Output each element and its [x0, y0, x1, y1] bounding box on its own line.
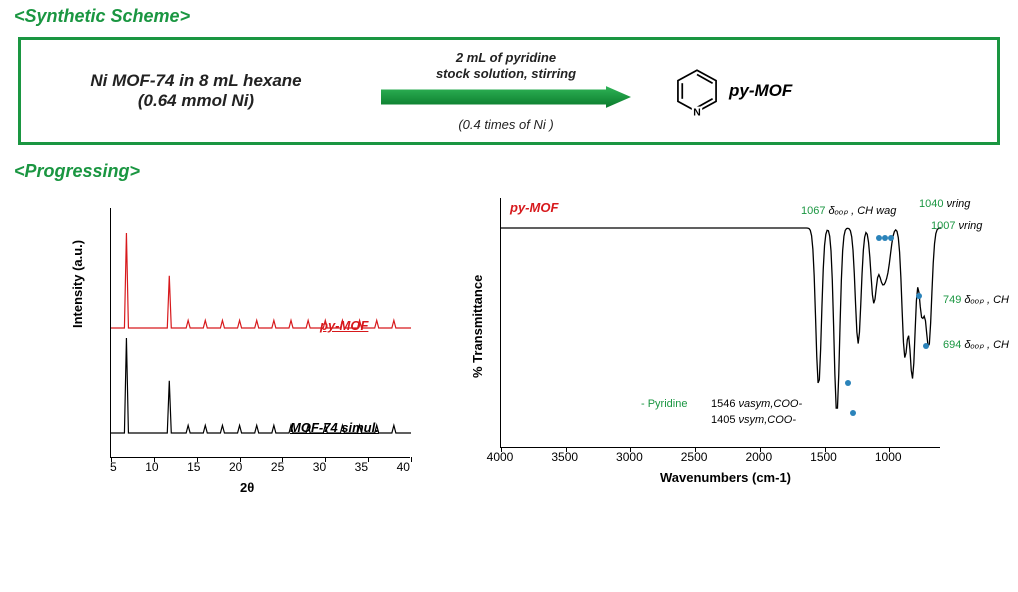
- xrd-trace-label-pymof: py-MOF: [320, 318, 368, 333]
- xrd-ylabel: Intensity (a.u.): [70, 240, 85, 328]
- scheme-reactant: Ni MOF-74 in 8 mL hexane (0.64 mmol Ni): [21, 71, 351, 111]
- xrd-xlabel: 2θ: [240, 480, 254, 495]
- xrd-xtick: 5: [110, 460, 117, 474]
- scheme-conditions: 2 mL of pyridinestock solution, stirring…: [351, 50, 661, 131]
- ftir-annotation: 749 δₒₒₚ , CH: [943, 293, 1009, 306]
- ftir-plot-area: - Pyridine 1067 δₒₒₚ , CH wag1040 νring1…: [500, 198, 940, 448]
- progressing-row: Intensity (a.u.) py-MOF MOF-74 simul. 5 1…: [0, 188, 1018, 508]
- xrd-xtick: 20: [229, 460, 242, 474]
- ftir-xtick: 2500: [681, 450, 708, 464]
- xrd-trace-label-simul: MOF-74 simul.: [290, 420, 379, 435]
- ftir-annotation: 1067 δₒₒₚ , CH wag: [801, 204, 896, 217]
- ftir-marker-dot: [923, 343, 929, 349]
- ftir-xtick: 3500: [551, 450, 578, 464]
- scheme-reactant-line1: Ni MOF-74 in 8 mL hexane: [41, 71, 351, 91]
- section-title-scheme: <Synthetic Scheme>: [0, 0, 1018, 33]
- ftir-marker-dot: [888, 235, 894, 241]
- xrd-xtick: 25: [271, 460, 284, 474]
- ftir-marker-dot: [916, 293, 922, 299]
- ftir-xtick: 3000: [616, 450, 643, 464]
- scheme-reactant-line2: (0.64 mmol Ni): [41, 91, 351, 111]
- ftir-annotation: 1007 νring: [931, 220, 982, 232]
- ftir-marker-dot: [845, 380, 851, 386]
- scheme-product-label: py-MOF: [729, 81, 792, 101]
- pyridine-structure-icon: N N: [671, 65, 723, 117]
- svg-text:N: N: [693, 107, 701, 117]
- xrd-xtick: 35: [355, 460, 368, 474]
- xrd-xtick: 10: [145, 460, 158, 474]
- ftir-annotation: 1405 νsym,COO-: [711, 414, 796, 426]
- scheme-box: Ni MOF-74 in 8 mL hexane (0.64 mmol Ni) …: [18, 37, 1000, 145]
- scheme-conditions-bottom: (0.4 times of Ni ): [351, 117, 661, 132]
- xrd-xtick: 40: [397, 460, 410, 474]
- ftir-xtick: 4000: [487, 450, 514, 464]
- ftir-annotation: 1546 νasym,COO-: [711, 398, 802, 410]
- ftir-xtick: 1000: [875, 450, 902, 464]
- ftir-annotation: 694 δₒₒₚ , CH: [943, 338, 1009, 351]
- xrd-panel: Intensity (a.u.) py-MOF MOF-74 simul. 5 1…: [10, 188, 430, 508]
- ftir-ylabel: % Transmittance: [470, 275, 485, 378]
- ftir-panel: py-MOF % Transmittance - Pyridine 1067 δ…: [430, 188, 1000, 508]
- scheme-product: N N py-MOF: [661, 65, 997, 117]
- reaction-arrow-icon: [381, 84, 631, 110]
- ftir-svg: [501, 198, 941, 448]
- scheme-conditions-top: 2 mL of pyridinestock solution, stirring: [351, 50, 661, 81]
- section-title-progressing: <Progressing>: [0, 155, 1018, 188]
- ftir-marker-dot: [850, 410, 856, 416]
- ftir-xtick: 2000: [745, 450, 772, 464]
- ftir-xtick: 1500: [810, 450, 837, 464]
- ftir-xlabel: Wavenumbers (cm-1): [660, 470, 791, 485]
- xrd-xticks: 5 10 15 20 25 30 35 40: [110, 460, 410, 474]
- xrd-xtick: 30: [313, 460, 326, 474]
- ftir-annotation: 1040 νring: [919, 198, 970, 210]
- xrd-xtick: 15: [187, 460, 200, 474]
- ftir-pyridine-legend: - Pyridine: [641, 398, 687, 410]
